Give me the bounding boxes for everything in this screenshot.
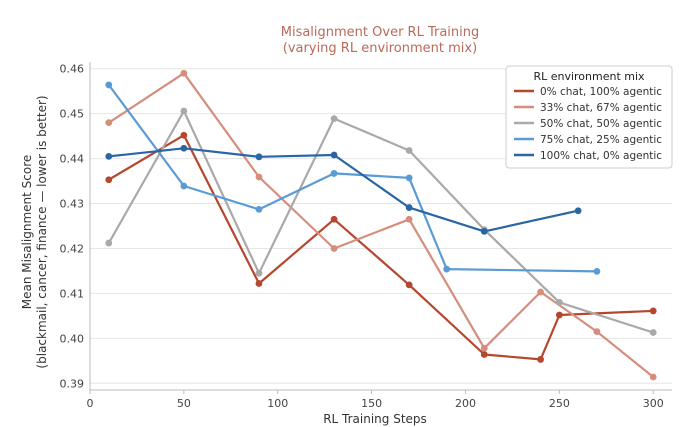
data-point <box>180 107 188 115</box>
data-point <box>255 173 263 181</box>
legend-title: RL environment mix <box>533 70 645 83</box>
legend-item: 0% chat, 100% agentic <box>514 86 662 98</box>
y-tick-label: 0.41 <box>60 287 85 300</box>
data-point <box>255 269 263 277</box>
y-tick-label: 0.43 <box>60 198 85 211</box>
y-tick-label: 0.44 <box>60 153 85 166</box>
data-point <box>255 280 263 287</box>
data-point <box>180 131 188 139</box>
data-point <box>405 204 413 211</box>
chart-subtitle: (varying RL environment mix) <box>283 41 477 56</box>
legend-item: 50% chat, 50% agentic <box>514 118 662 130</box>
y-tick-label: 0.42 <box>60 242 85 255</box>
y-axis-label: Mean Misalignment Score (blackmail, canc… <box>20 95 49 368</box>
legend-label: 75% chat, 25% agentic <box>540 134 662 146</box>
x-tick-label: 200 <box>455 397 476 410</box>
data-point <box>574 207 582 215</box>
data-point <box>255 153 263 161</box>
data-point <box>180 144 188 152</box>
data-point <box>405 215 413 223</box>
x-tick-label: 300 <box>643 397 664 410</box>
data-point <box>105 81 113 89</box>
x-tick-label: 150 <box>361 397 382 410</box>
y-axis-label-line1: Mean Misalignment Score <box>20 155 34 310</box>
legend-label: 50% chat, 50% agentic <box>540 118 662 130</box>
data-point <box>480 227 488 235</box>
x-axis-label: RL Training Steps <box>323 412 427 426</box>
data-point <box>330 170 338 177</box>
legend: RL environment mix 0% chat, 100% agentic… <box>505 65 673 169</box>
data-point <box>593 328 601 335</box>
data-point <box>405 281 413 289</box>
series-line <box>107 109 654 334</box>
series-2 <box>105 69 657 381</box>
legend-item: 33% chat, 67% agentic <box>514 102 662 114</box>
data-point <box>405 147 413 154</box>
y-tick-label: 0.39 <box>60 377 85 390</box>
data-point <box>330 115 338 123</box>
x-tick-label: 250 <box>549 397 570 410</box>
legend-label: 33% chat, 67% agentic <box>540 102 662 114</box>
data-point <box>255 205 263 213</box>
data-point <box>480 344 488 352</box>
y-tick-label: 0.46 <box>60 63 85 76</box>
data-point <box>593 267 601 275</box>
data-point <box>330 151 338 159</box>
chart-title: Misalignment Over RL Training <box>281 25 480 40</box>
data-point <box>105 176 113 184</box>
series-5 <box>105 144 582 235</box>
axes: 0.39 0.40 0.41 0.42 0.43 0.44 0.45 0.46 0 50 100 15… <box>60 62 672 410</box>
x-tick-label: 100 <box>267 397 288 410</box>
data-point <box>105 239 113 247</box>
y-axis-label-line2: (blackmail, cancer, finance — lower is b… <box>35 95 49 368</box>
data-point <box>537 288 544 296</box>
legend-label: 0% chat, 100% agentic <box>540 86 662 98</box>
data-point <box>537 356 544 363</box>
data-point <box>405 174 413 182</box>
x-tick-label: 50 <box>177 397 191 410</box>
data-point <box>330 215 338 223</box>
y-tick-label: 0.40 <box>60 332 85 345</box>
data-point <box>330 245 338 252</box>
series-line <box>108 134 654 361</box>
legend-item: 75% chat, 25% agentic <box>514 134 662 146</box>
legend-item: 100% chat, 0% agentic <box>514 150 662 162</box>
y-tick-label: 0.45 <box>60 108 85 121</box>
data-point <box>480 351 488 358</box>
data-point <box>649 373 657 381</box>
data-point <box>180 182 188 190</box>
data-point <box>649 329 657 336</box>
series-4 <box>105 81 601 275</box>
data-point <box>649 307 657 315</box>
data-point <box>105 152 113 160</box>
data-point <box>555 298 563 306</box>
legend-box <box>505 65 673 169</box>
data-point <box>443 265 451 273</box>
legend-label: 100% chat, 0% agentic <box>540 150 662 162</box>
series-1 <box>105 131 657 363</box>
series-lines <box>105 69 657 381</box>
data-point <box>555 311 563 319</box>
data-point <box>180 69 188 77</box>
x-tick-label: 0 <box>87 397 94 410</box>
data-point <box>105 119 113 127</box>
grid <box>90 68 672 384</box>
